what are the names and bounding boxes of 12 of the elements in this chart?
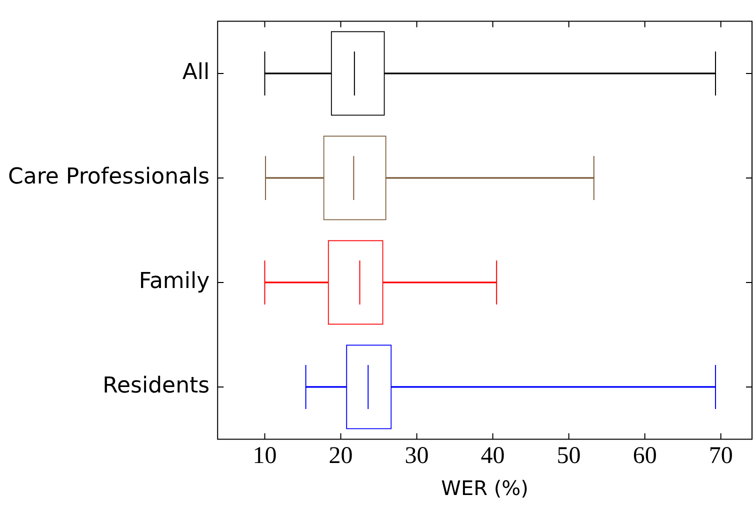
x-tick-label: 70 (708, 442, 733, 469)
y-tick-label: Care Professionals (8, 164, 210, 190)
x-tick-label: 40 (480, 442, 505, 469)
x-axis-title: WER (%) (441, 476, 528, 500)
x-tick-label: 10 (252, 442, 277, 469)
y-tick-label: All (182, 60, 210, 86)
x-tick-label: 60 (632, 442, 657, 469)
x-tick-label: 50 (556, 442, 581, 469)
x-tick-label: 20 (328, 442, 353, 469)
y-tick-label: Residents (102, 374, 210, 399)
x-tick-label: 30 (404, 442, 429, 469)
y-tick-label: Family (138, 269, 210, 294)
